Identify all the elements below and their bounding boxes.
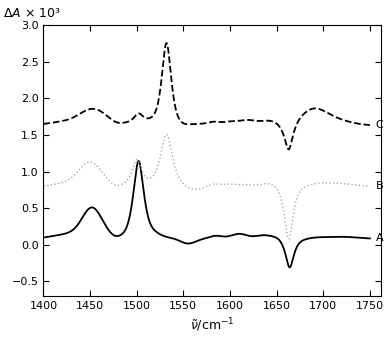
Text: C: C [376, 120, 383, 130]
X-axis label: $\tilde{\nu}$/cm$^{-1}$: $\tilde{\nu}$/cm$^{-1}$ [190, 316, 234, 334]
Text: B: B [376, 181, 383, 191]
Text: A: A [376, 233, 383, 243]
Text: $\Delta A$ × 10³: $\Delta A$ × 10³ [3, 7, 61, 20]
